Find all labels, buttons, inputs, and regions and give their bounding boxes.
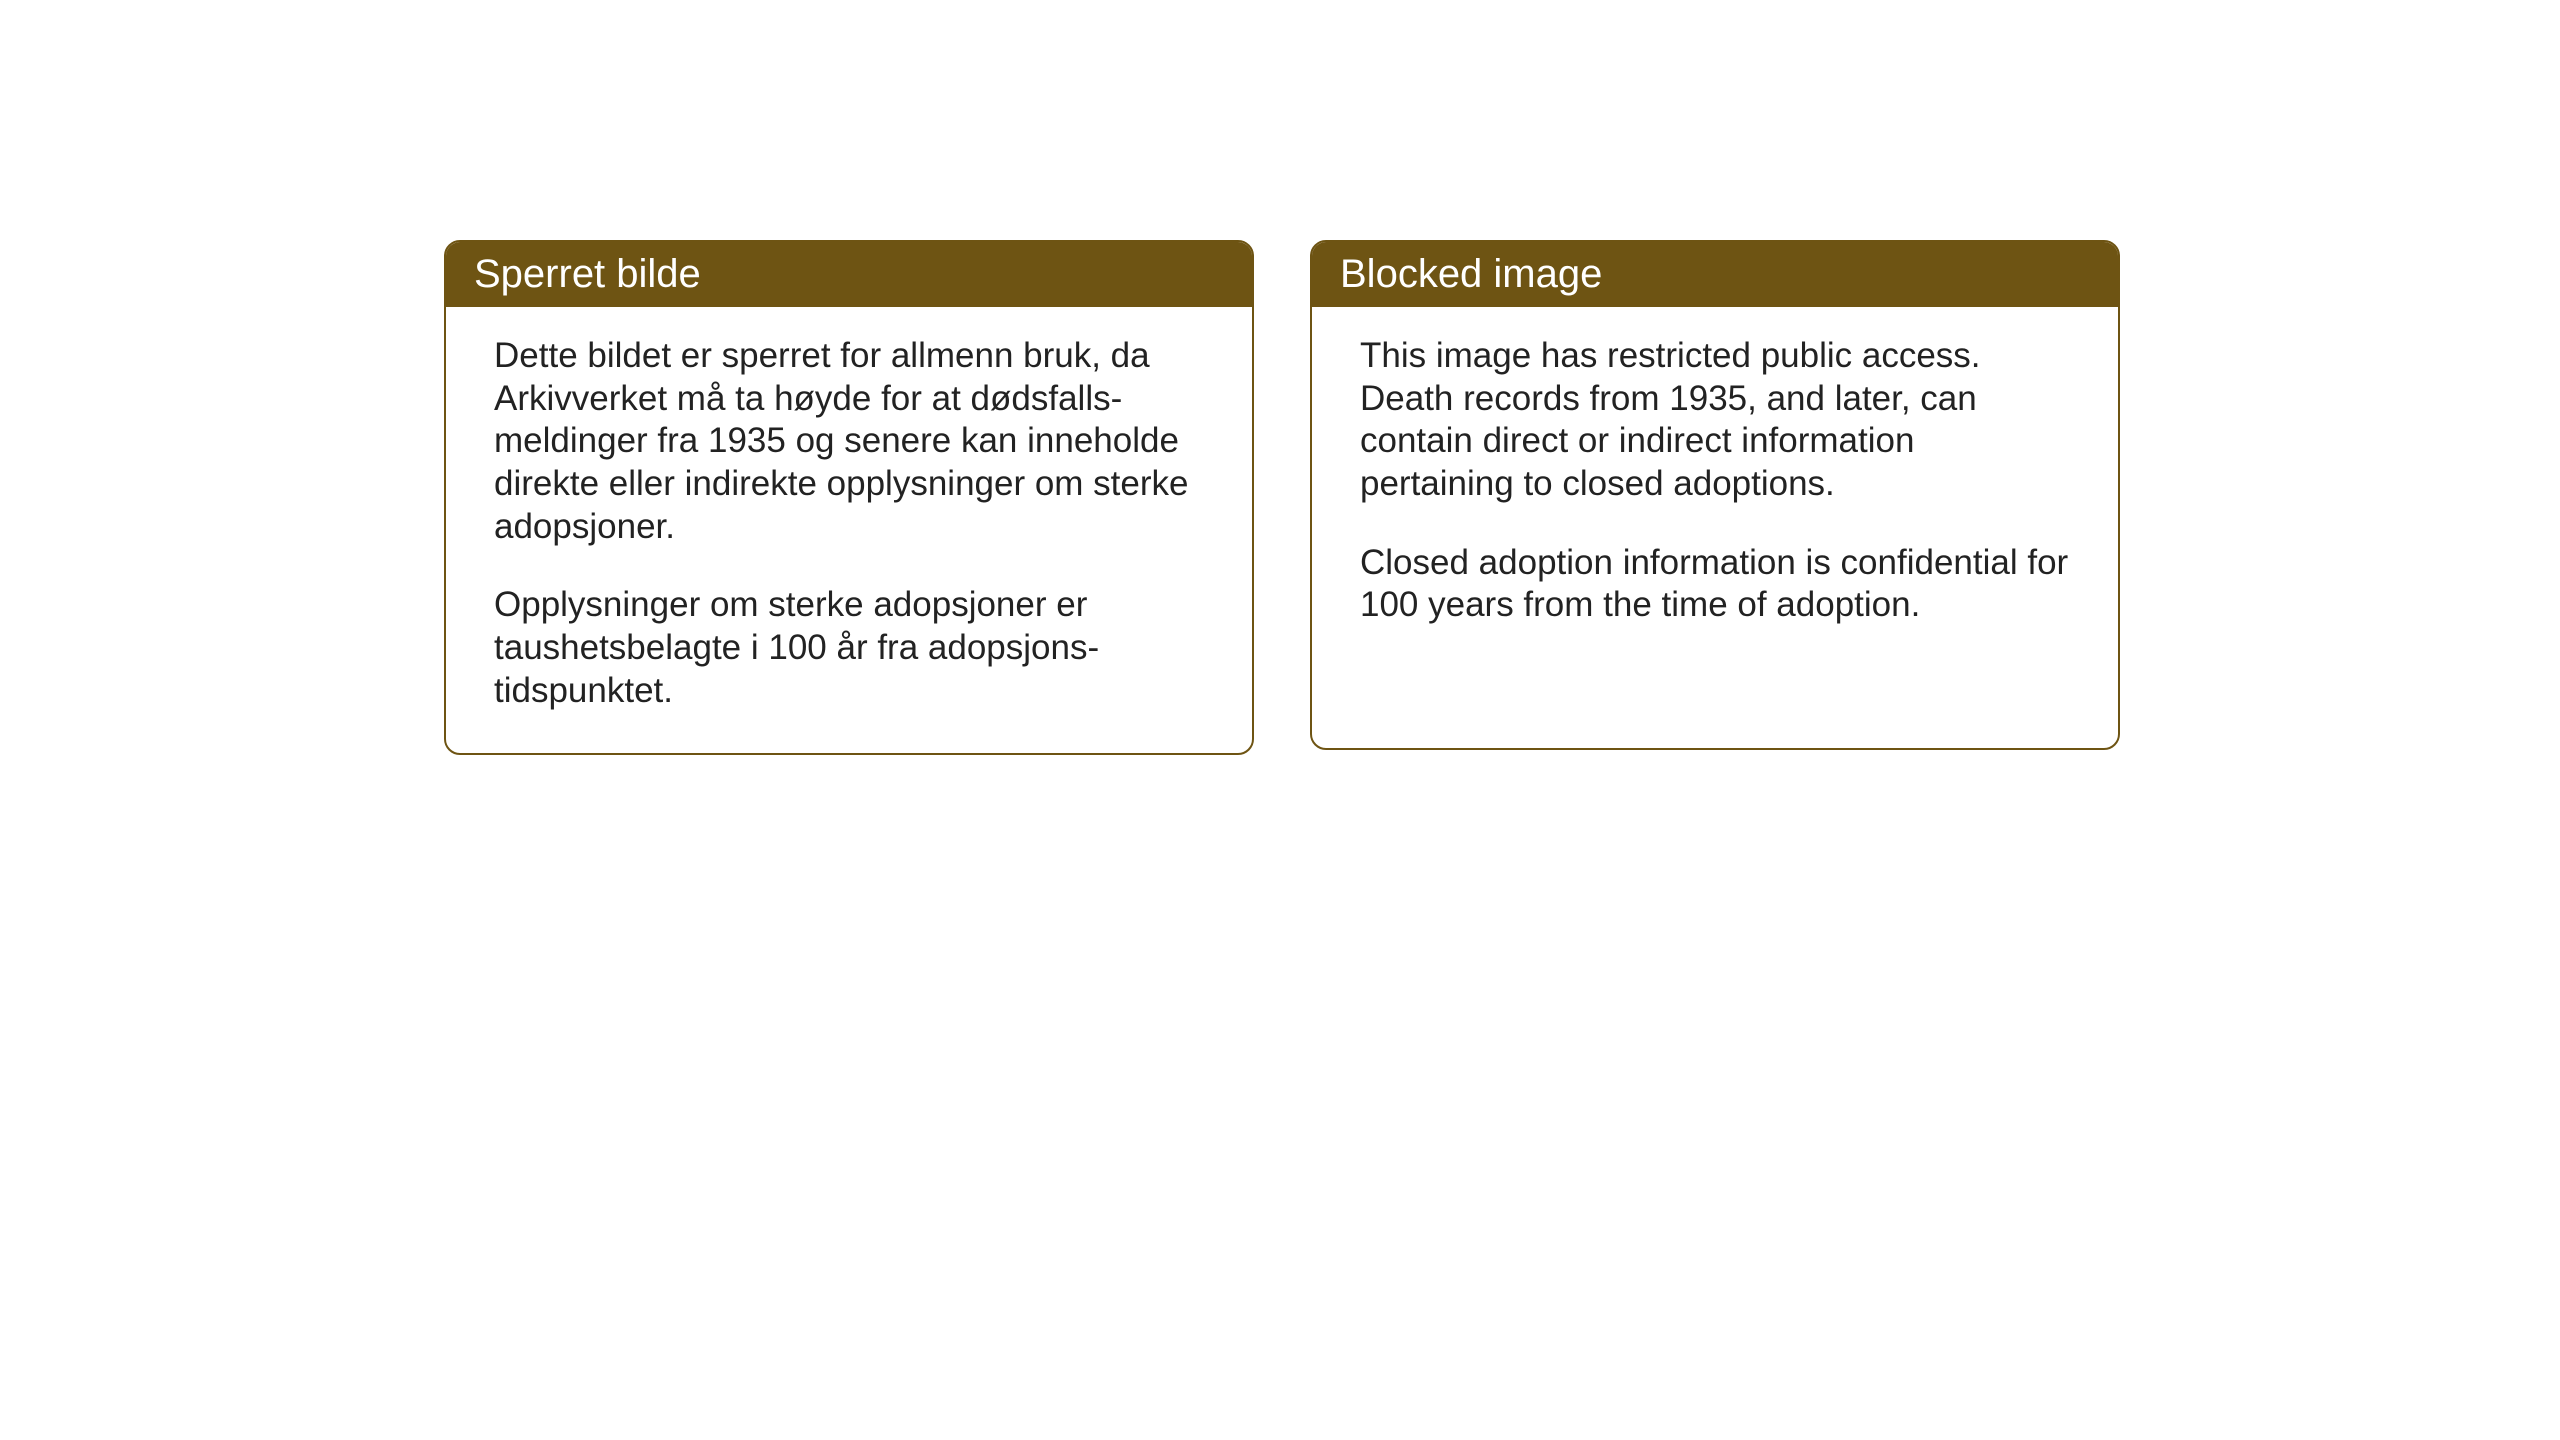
card-norwegian: Sperret bilde Dette bildet er sperret fo… [444, 240, 1254, 755]
card-title-english: Blocked image [1340, 252, 1602, 296]
card-paragraph: This image has restricted public access.… [1360, 335, 2070, 506]
card-paragraph: Dette bildet er sperret for allmenn bruk… [494, 335, 1204, 548]
cards-container: Sperret bilde Dette bildet er sperret fo… [444, 240, 2120, 755]
card-header-norwegian: Sperret bilde [446, 242, 1252, 307]
card-english: Blocked image This image has restricted … [1310, 240, 2120, 750]
card-body-norwegian: Dette bildet er sperret for allmenn bruk… [446, 307, 1252, 753]
card-paragraph: Opplysninger om sterke adopsjoner er tau… [494, 584, 1204, 712]
card-body-english: This image has restricted public access.… [1312, 307, 2118, 667]
card-title-norwegian: Sperret bilde [474, 252, 701, 296]
card-paragraph: Closed adoption information is confident… [1360, 542, 2070, 627]
card-header-english: Blocked image [1312, 242, 2118, 307]
